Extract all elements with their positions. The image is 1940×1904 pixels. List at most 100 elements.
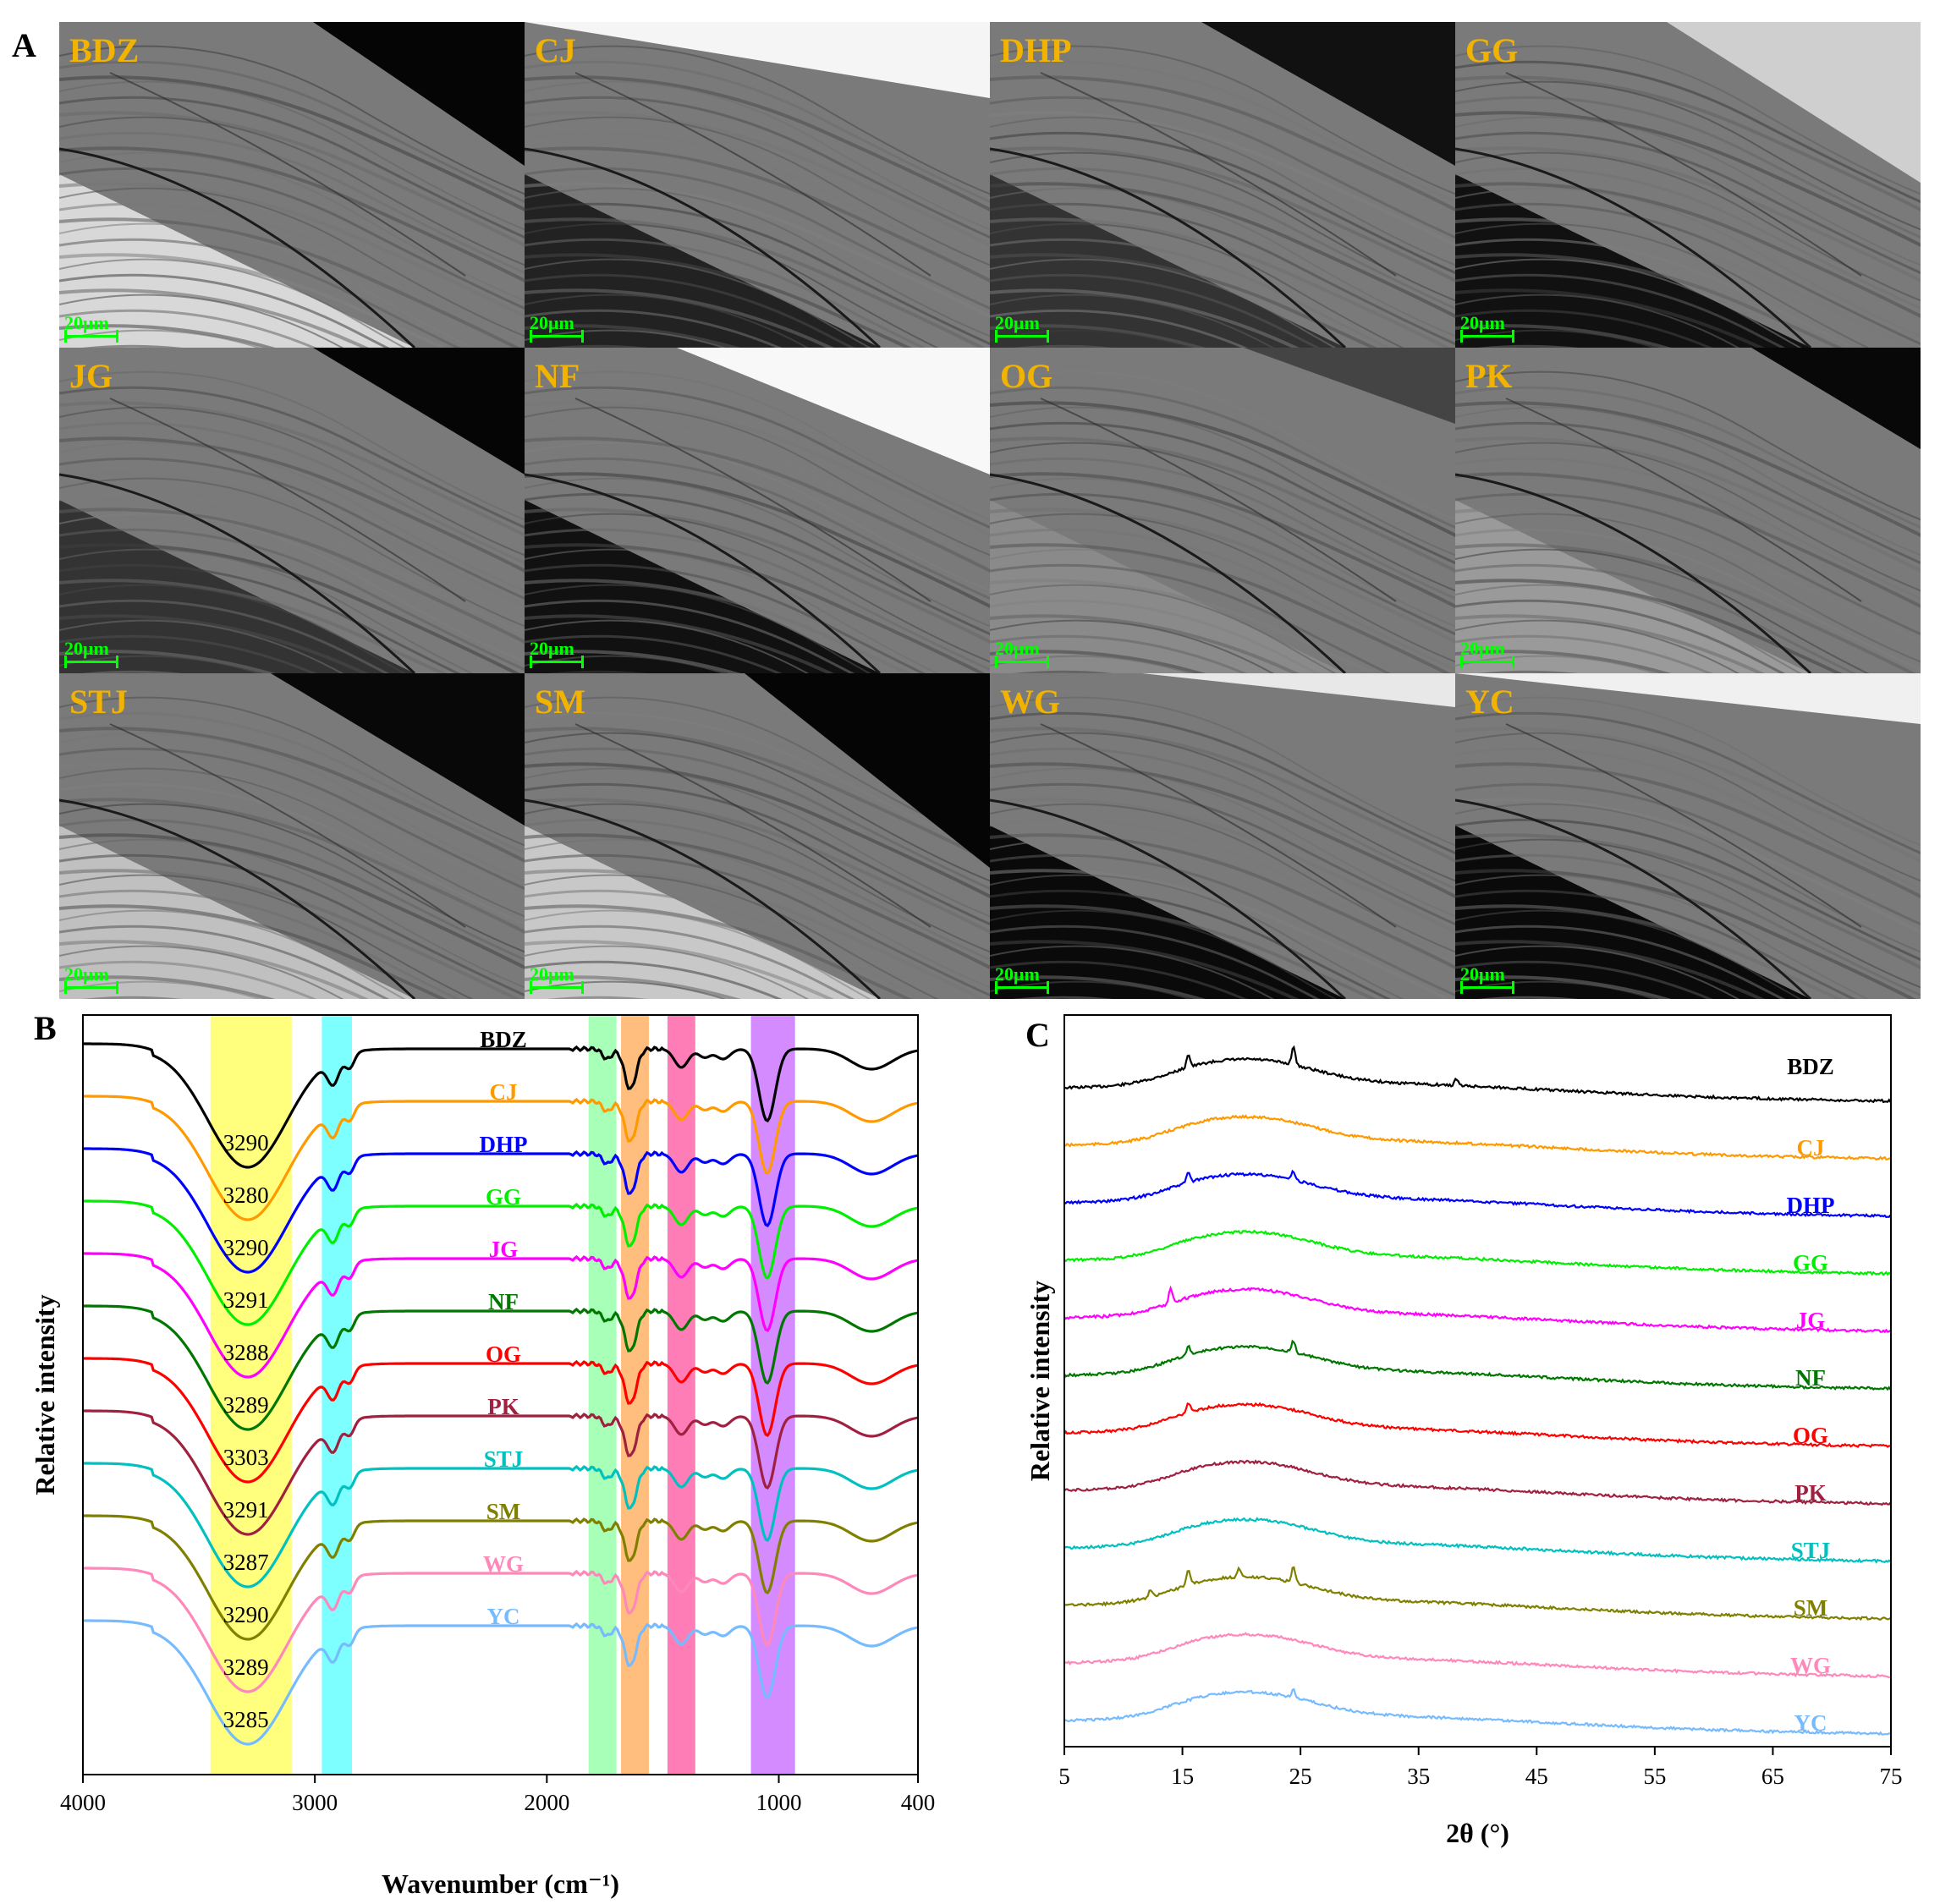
sem-tile-label: SM [535,683,585,721]
xrd-x-tick-label: 5 [1058,1764,1070,1789]
sem-tile-yc: YC 20μm [1455,673,1921,999]
xrd-series-yc [1063,1687,1891,1737]
ftir-series-label: NF [488,1289,519,1314]
scale-bar: 20μm [64,963,124,994]
sem-tile-nf: NF 20μm [525,348,990,673]
ftir-series-gg [83,1199,919,1326]
ftir-series-label: DHP [480,1132,528,1157]
scale-bar: 20μm [995,312,1054,343]
ftir-series-og [83,1357,919,1484]
sem-micrograph [525,348,990,673]
sem-tile-gg: GG 20μm [1455,22,1921,348]
ftir-peak-label: 3291 [223,1287,269,1313]
ftir-peak-label: 3285 [223,1707,269,1732]
ftir-peak-label: 3289 [223,1654,269,1680]
xrd-series-stj [1063,1517,1892,1564]
ftir-band-0 [210,1015,292,1775]
sem-tile-stj: STJ 20μm [59,673,525,999]
xrd-series-nf [1063,1339,1892,1391]
ftir-series-stj [83,1462,919,1588]
scale-bar-label: 20μm [1460,312,1505,333]
ftir-band-1 [322,1015,353,1775]
sem-tile-sm: SM 20μm [525,673,990,999]
sem-micrograph [59,348,525,673]
xrd-series-label: BDZ [1787,1054,1834,1079]
xrd-x-tick-label: 25 [1289,1764,1312,1789]
ftir-x-axis-label: Wavenumber (cm⁻¹) [382,1868,619,1899]
ftir-series-label: YC [487,1604,520,1629]
sem-tile-bdz: BDZ 20μm [59,22,525,348]
sem-tile-label: STJ [69,683,128,721]
xrd-x-tick-label: 15 [1171,1764,1194,1789]
xrd-series-label: OG [1793,1423,1828,1448]
ftir-series-label: GG [486,1184,521,1210]
ftir-plot-frame [82,1014,919,1775]
scale-bar-label: 20μm [995,963,1040,985]
xrd-series-dhp [1063,1169,1892,1219]
ftir-series-label: STJ [484,1446,524,1472]
sem-image-grid: BDZ 20μm CJ 20μm DHP 20μm [59,22,1921,999]
sem-micrograph [990,348,1455,673]
sem-micrograph [1455,22,1921,348]
ftir-series-label: SM [486,1499,521,1524]
sem-micrograph [990,673,1455,999]
xrd-series-label: NF [1795,1365,1826,1391]
ftir-peak-label: 3290 [223,1130,269,1155]
sem-micrograph [1455,348,1921,673]
xrd-y-axis-label: Relative intensity [1025,1281,1055,1481]
sem-micrograph [1455,673,1921,999]
sem-tile-label: DHP [1000,31,1072,69]
scale-bar: 20μm [1460,963,1520,994]
xrd-x-axis-label: 2θ (°) [1446,1818,1509,1848]
xrd-series-label: SM [1794,1595,1828,1621]
ftir-peak-label: 3287 [223,1550,269,1575]
sem-micrograph [525,22,990,348]
xrd-series-og [1063,1402,1891,1449]
xrd-series-wg [1064,1632,1891,1679]
ftir-peak-label: 3289 [223,1392,269,1418]
ftir-band-2 [588,1015,617,1775]
ftir-series-label: PK [487,1394,519,1419]
ftir-y-axis-label: Relative intensity [30,1294,60,1495]
scale-bar-line [64,656,118,668]
scale-bar-label: 20μm [995,312,1040,333]
xrd-series-label: JG [1796,1308,1826,1333]
sem-tile-label: YC [1465,683,1514,721]
xrd-x-tick-label: 45 [1525,1764,1548,1789]
ftir-series-nf [83,1304,919,1431]
scale-bar-label: 20μm [995,638,1040,659]
scale-bar-line [530,330,584,343]
ftir-series-wg [83,1567,919,1693]
panel-label-c: C [1025,1016,1050,1054]
ftir-x-tick-label: 1000 [756,1790,802,1815]
xrd-series-gg [1063,1229,1892,1276]
sem-tile-label: OG [1000,357,1053,395]
scale-bar-line [530,656,584,668]
scale-bar-line [1460,330,1514,343]
scale-bar: 20μm [530,312,589,343]
scale-bar: 20μm [995,963,1054,994]
scale-bar: 20μm [64,312,124,343]
ftir-series-label: BDZ [480,1027,527,1052]
sem-tile-label: NF [535,357,580,395]
xrd-series-cj [1063,1114,1891,1161]
scale-bar: 20μm [530,638,589,668]
scale-bar-label: 20μm [530,312,574,333]
xrd-series-label: DHP [1787,1193,1835,1218]
sem-tile-label: GG [1465,31,1519,69]
scale-bar-line [995,981,1049,994]
ftir-series-cj [83,1095,919,1221]
panel-label-a: A [12,26,36,64]
xrd-x-tick-label: 35 [1407,1764,1430,1789]
ftir-series-pk [83,1409,919,1536]
scale-bar: 20μm [1460,638,1520,668]
ftir-x-tick-label: 4000 [60,1790,106,1815]
scale-bar-line [1460,656,1514,668]
ftir-series-sm [83,1514,919,1641]
ftir-x-tick-label: 2000 [524,1790,569,1815]
ftir-peak-label: 3290 [223,1235,269,1260]
scale-bar-label: 20μm [64,963,109,985]
scale-bar-label: 20μm [1460,963,1505,985]
sem-tile-label: JG [69,357,113,395]
xrd-series-label: WG [1790,1653,1831,1678]
